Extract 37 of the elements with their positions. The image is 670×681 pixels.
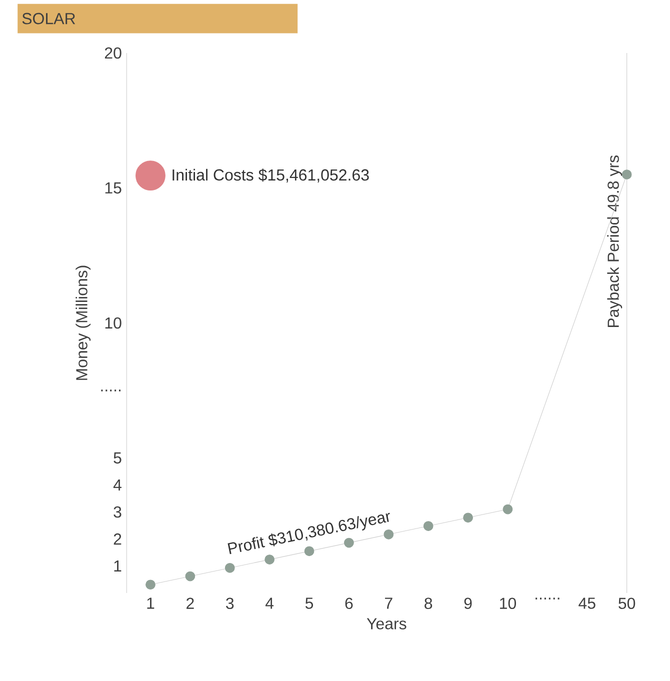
x-axis-title: Years (366, 618, 406, 630)
y-axis-title: Money (Millions) (76, 266, 91, 380)
x-tick-label: 45 (578, 598, 596, 609)
x-tick-label: 4 (265, 598, 274, 609)
y-tick-label: 10 (105, 317, 122, 329)
point (136, 160, 166, 191)
x-tick-label: 1 (147, 598, 154, 609)
x-tick-label: 5 (305, 598, 314, 609)
x-tick-label: 7 (385, 598, 392, 609)
point (304, 546, 314, 556)
x-tick-label: 9 (464, 598, 472, 610)
y-tick-label: 5 (114, 452, 122, 464)
x-tick-label: 2 (186, 598, 194, 609)
x-tick-label: 8 (424, 598, 432, 610)
point (146, 580, 156, 590)
point (463, 512, 473, 523)
point (622, 170, 632, 180)
point (185, 571, 196, 582)
x-tick-label: 10 (500, 598, 516, 610)
y-tick-label: 15 (105, 182, 122, 194)
y-tick-label: ..... (101, 390, 121, 392)
point (224, 562, 235, 573)
y-tick-label: 2 (114, 533, 122, 545)
ref-line-label: Payback Period 49.8 yrs (607, 156, 622, 328)
x-tick-label: 50 (618, 598, 636, 610)
x-tick-label: 3 (226, 598, 234, 610)
chart-title: SOLAR (22, 12, 76, 24)
y-tick-label: 3 (114, 506, 122, 518)
y-tick-label: 20 (104, 47, 122, 59)
y-tick-label: 4 (113, 480, 122, 490)
x-tick-label: 6 (345, 598, 353, 610)
point (264, 554, 275, 564)
legend-label: Initial Costs $15,461,052.63 (172, 168, 369, 183)
point (502, 504, 513, 514)
point (423, 521, 434, 531)
x-tick-label: ...... (536, 598, 560, 600)
y-tick-label: 1 (114, 560, 122, 572)
